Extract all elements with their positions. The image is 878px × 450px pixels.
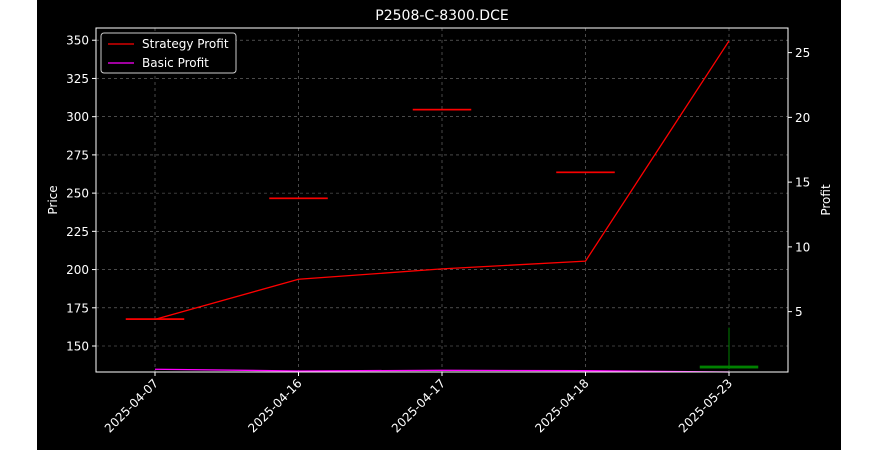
chart-title: P2508-C-8300.DCE bbox=[375, 8, 508, 24]
right-tick-label: 5 bbox=[795, 305, 803, 319]
legend-label-basic-profit: Basic Profit bbox=[142, 56, 209, 70]
right-tick-label: 10 bbox=[795, 240, 810, 254]
left-tick-label: 250 bbox=[66, 187, 89, 201]
y-axis-label-left: Price bbox=[46, 185, 60, 214]
legend: Strategy Profit Basic Profit bbox=[100, 32, 237, 74]
legend-label-strategy-profit: Strategy Profit bbox=[142, 37, 229, 51]
right-axis-ticks: 5 10 15 20 25 bbox=[788, 46, 810, 319]
x-tick-label: 2025-04-18 bbox=[532, 376, 591, 435]
series-line-strategy-profit bbox=[154, 40, 730, 321]
candle-body bbox=[699, 365, 759, 369]
x-tick-label: 2025-04-17 bbox=[389, 376, 448, 435]
left-tick-label: 275 bbox=[66, 148, 89, 162]
right-tick-label: 25 bbox=[795, 46, 810, 60]
series-line-basic-profit bbox=[154, 368, 730, 373]
left-tick-label: 150 bbox=[66, 340, 89, 354]
series-lines bbox=[154, 40, 730, 373]
left-tick-label: 350 bbox=[66, 34, 89, 48]
candle-body bbox=[412, 108, 472, 111]
left-axis-ticks: 150 175 200 225 250 275 300 325 350 bbox=[66, 34, 96, 354]
y-axis-label-right: Profit bbox=[819, 184, 833, 216]
left-tick-label: 175 bbox=[66, 301, 89, 315]
candle-body bbox=[269, 197, 328, 200]
axes-frame bbox=[95, 27, 789, 373]
legend-box bbox=[100, 32, 237, 74]
x-tick-label: 2025-04-07 bbox=[102, 376, 161, 435]
right-tick-label: 20 bbox=[795, 111, 810, 125]
right-tick-label: 15 bbox=[795, 176, 810, 190]
left-tick-label: 325 bbox=[66, 72, 89, 86]
grid-lines bbox=[96, 28, 788, 372]
x-tick-label: 2025-05-23 bbox=[676, 376, 735, 435]
x-axis-ticks: 2025-04-07 2025-04-16 2025-04-17 2025-04-18… bbox=[102, 372, 735, 435]
x-tick-label: 2025-04-16 bbox=[245, 376, 304, 435]
candle-body bbox=[556, 171, 615, 174]
left-tick-label: 200 bbox=[66, 263, 89, 277]
left-tick-label: 300 bbox=[66, 110, 89, 124]
left-tick-label: 225 bbox=[66, 225, 89, 239]
